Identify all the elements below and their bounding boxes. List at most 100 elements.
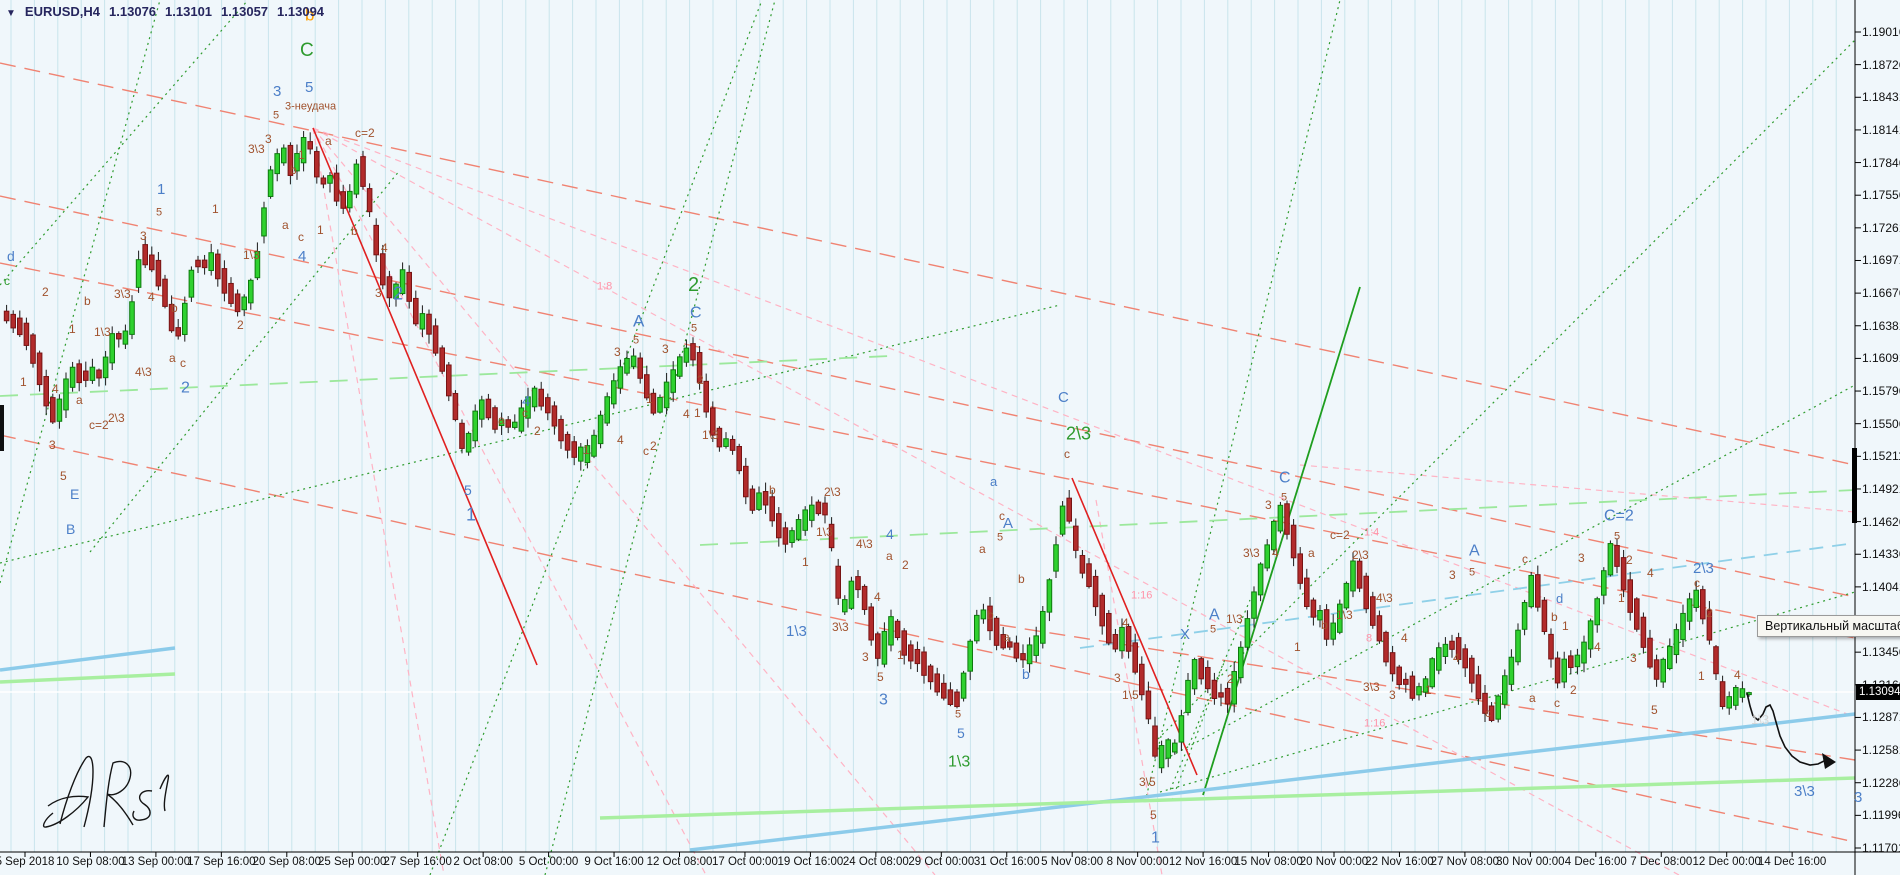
wave-label[interactable]: 3 [614, 345, 621, 359]
wave-label[interactable]: 2\3 [824, 485, 841, 499]
wave-label[interactable]: c [180, 356, 186, 370]
wave-label[interactable]: 4 [874, 590, 881, 604]
wave-label[interactable]: 3 [1449, 568, 1456, 582]
wave-label[interactable]: 4 [1594, 640, 1601, 654]
green-impulse[interactable] [1202, 286, 1361, 796]
wave-label[interactable]: b [1321, 618, 1328, 632]
wave-label[interactable]: 3\3 [114, 287, 131, 301]
wave-label[interactable]: 4 [1272, 546, 1279, 560]
time-axis[interactable]: 5 Sep 2018 10 Sep 08:00 13 Sep 00:00 17 Sep… [0, 856, 1900, 875]
wave-label[interactable]: 4\3 [135, 365, 152, 379]
wave-label[interactable]: b [769, 483, 776, 497]
wave-label[interactable]: 2 [534, 424, 541, 438]
wave-label[interactable]: 3\5 [1139, 775, 1156, 789]
wave-label[interactable]: 2 [181, 380, 190, 397]
wave-label[interactable]: X [1180, 626, 1190, 643]
wave-label[interactable]: 8 [1366, 632, 1372, 644]
wave-label[interactable]: 3 [1630, 651, 1637, 665]
wave-label[interactable]: B [66, 521, 75, 537]
wave-label[interactable]: 1 [583, 443, 590, 457]
wave-label[interactable]: 2 [1570, 683, 1577, 697]
wave-label[interactable]: 2\3 [1352, 548, 1369, 562]
wave-label[interactable]: 2 [902, 558, 909, 572]
wave-label[interactable]: a [990, 474, 998, 489]
wave-label[interactable]: b [305, 5, 314, 24]
wave-label[interactable]: 3 [1578, 551, 1585, 565]
wave-label[interactable]: 4 [886, 526, 894, 542]
wave-label[interactable]: b [351, 224, 358, 238]
wave-label[interactable]: b [84, 294, 91, 308]
wave-label[interactable]: b [1018, 572, 1025, 586]
wave-label[interactable]: b [171, 301, 178, 315]
wave-label[interactable]: 2 [393, 283, 403, 303]
wave-label[interactable]: 2 [1626, 553, 1633, 567]
wave-label[interactable]: 1\3 [948, 754, 970, 771]
red-impulse[interactable] [312, 127, 1198, 776]
wave-label[interactable]: d [7, 248, 15, 264]
wave-label[interactable]: c [1485, 706, 1491, 720]
wave-label[interactable]: b [987, 608, 994, 622]
wave-label[interactable]: 5 [955, 708, 961, 720]
wave-label[interactable]: 5 [464, 482, 472, 498]
wave-label[interactable]: 1\3 [94, 325, 111, 339]
wave-label[interactable]: a [886, 549, 893, 563]
wave-label[interactable]: 3 [1114, 671, 1121, 685]
wave-label[interactable]: 3 [662, 342, 669, 356]
wave-label[interactable]: 2 [237, 318, 244, 332]
wave-label[interactable]: 3\3 [1794, 783, 1815, 800]
wave-label[interactable]: a [169, 351, 176, 365]
wave-label[interactable]: 1:4 [1364, 526, 1379, 538]
wave-label[interactable]: C=2 [1604, 508, 1634, 525]
wave-label[interactable]: a [282, 218, 289, 232]
wave-label[interactable]: 2 [650, 439, 657, 453]
wave-label[interactable]: 3-неудача [285, 100, 337, 112]
wave-label[interactable]: A [1469, 543, 1480, 560]
wave-label[interactable]: c [999, 509, 1005, 523]
wave-label[interactable]: 1 [897, 648, 904, 662]
wave-label[interactable]: 5 [1281, 491, 1287, 503]
wave-label[interactable]: 4 [1647, 566, 1654, 580]
wave-label[interactable]: c [4, 274, 10, 288]
wave-label[interactable]: E [70, 486, 79, 502]
wave-label[interactable]: 2 [697, 373, 704, 387]
wave-label[interactable]: c [1522, 552, 1528, 566]
wave-label[interactable]: 3 [273, 83, 281, 100]
wave-label[interactable]: A [633, 311, 645, 330]
wave-label[interactable]: 1\3 [1226, 612, 1243, 626]
wave-label[interactable]: 4 [1122, 616, 1129, 630]
wave-label[interactable]: 1 [69, 322, 76, 336]
wave-label[interactable]: 1:16 [1364, 717, 1385, 729]
wave-label[interactable]: 1 [694, 406, 701, 420]
wave-label[interactable]: 4 [1453, 651, 1460, 665]
wave-label[interactable]: 3 [1265, 498, 1272, 512]
wave-label[interactable]: 1 [466, 504, 476, 524]
wave-label[interactable]: 1 [1425, 683, 1432, 697]
wave-label[interactable]: 1 [157, 181, 165, 198]
wave-label[interactable]: b [1551, 610, 1558, 624]
wave-label[interactable]: 4 [617, 433, 624, 447]
wave-label[interactable]: 5 [997, 531, 1003, 543]
wave-label[interactable]: 1 [212, 202, 219, 216]
wave-label[interactable]: 1\3 [702, 428, 719, 442]
wave-label[interactable]: c [298, 230, 304, 244]
wave-label[interactable]: c [1694, 576, 1700, 590]
wave-label[interactable]: 4 [381, 241, 388, 255]
wave-label[interactable]: 1 [317, 223, 324, 237]
wave-label[interactable]: 5 [1651, 703, 1658, 717]
wave-label[interactable]: 5 [1469, 566, 1475, 578]
wave-label[interactable]: C [300, 40, 314, 61]
wave-label[interactable]: 1 [1698, 669, 1705, 683]
wave-label[interactable]: 2\3 [1066, 423, 1091, 443]
wave-label[interactable]: 3 [1854, 789, 1862, 806]
wave-label[interactable]: 3\3 [248, 142, 265, 156]
wave-label[interactable]: 5 [60, 469, 67, 483]
wave-label[interactable]: 2\3 [108, 411, 125, 425]
wave-label[interactable]: 5 [1614, 530, 1620, 542]
wave-label[interactable]: 1 [1562, 619, 1569, 633]
wave-label[interactable]: c [1064, 447, 1070, 461]
wave-label[interactable]: 2 [1227, 672, 1234, 686]
wave-label[interactable]: 4\3 [1376, 591, 1393, 605]
skyblue-support[interactable] [0, 646, 1856, 852]
